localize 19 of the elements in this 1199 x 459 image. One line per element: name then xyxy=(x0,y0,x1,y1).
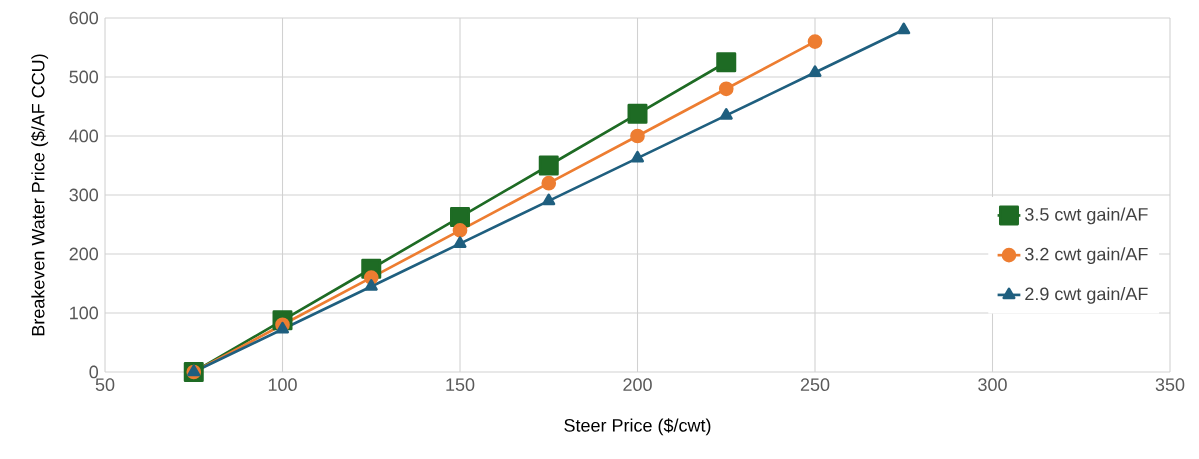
legend-label: 2.9 cwt gain/AF xyxy=(1025,287,1148,304)
legend-label: 3.2 cwt gain/AF xyxy=(1025,247,1148,265)
legend-label: 3.5 cwt gain/AF xyxy=(1025,207,1148,225)
x-tick-label: 100 xyxy=(268,378,297,391)
y-tick-label: 500 xyxy=(69,70,99,84)
y-tick-label: 300 xyxy=(69,188,99,202)
y-tick-label: 100 xyxy=(70,306,99,320)
y-axis-title: Breakeven Water Price ($/AF CCU) xyxy=(31,54,49,336)
x-tick-label: 150 xyxy=(446,378,475,391)
x-tick-label: 50 xyxy=(95,378,115,391)
y-tick-label: 200 xyxy=(69,247,99,261)
y-tick-label: 600 xyxy=(69,11,99,25)
x-axis-title: Steer Price ($/cwt) xyxy=(564,418,711,436)
x-tick-label: 350 xyxy=(1155,378,1185,391)
x-tick-label: 200 xyxy=(623,378,652,391)
x-tick-label: 250 xyxy=(800,378,830,391)
x-tick-label: 300 xyxy=(978,378,1007,391)
y-tick-label: 0 xyxy=(89,365,99,379)
y-tick-label: 400 xyxy=(69,129,99,143)
